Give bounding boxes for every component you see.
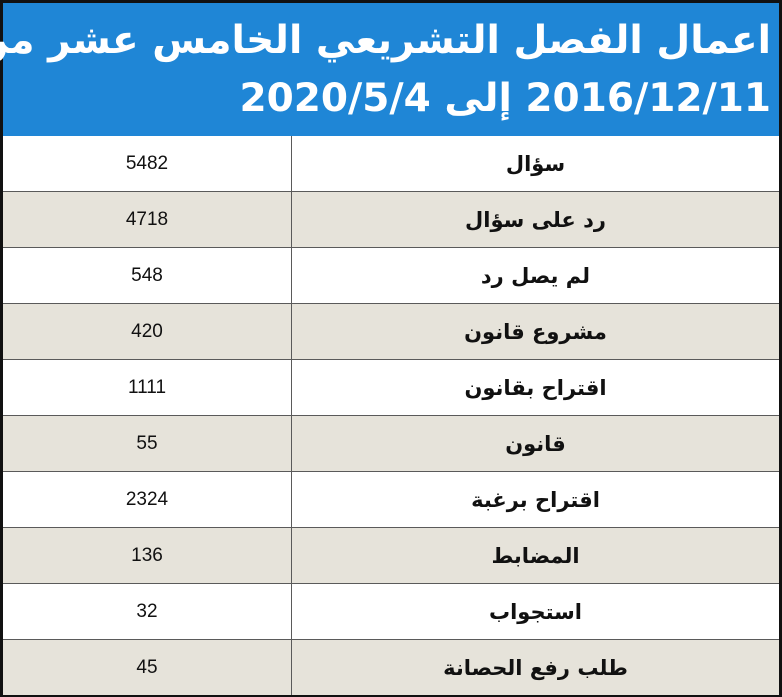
row-value: 4718: [3, 191, 292, 248]
row-label: اقتراح بقانون: [291, 359, 779, 416]
row-label: لم يصل رد: [291, 247, 779, 304]
statistics-table: 5482 سؤال 4718 رد على سؤال 548 لم يصل رد…: [3, 136, 779, 695]
table-row: 420 مشروع قانون: [3, 303, 779, 360]
row-value: 420: [3, 303, 292, 360]
title-banner: اعمال الفصل التشريعي الخامس عشر من 2016/…: [0, 3, 779, 136]
table-row: 32 استجواب: [3, 583, 779, 640]
row-label: رد على سؤال: [291, 191, 779, 248]
title-line-1: اعمال الفصل التشريعي الخامس عشر من: [0, 18, 771, 63]
table-row: 2324 اقتراح برغبة: [3, 471, 779, 528]
title-line-2: 2016/12/11 إلى 2020/5/4: [239, 76, 771, 121]
row-value: 5482: [125, 152, 169, 174]
row-value: 548: [3, 247, 292, 304]
table-row: 548 لم يصل رد: [3, 247, 779, 304]
row-value: 1111: [3, 359, 292, 416]
table-row: 136 المضابط: [3, 527, 779, 584]
row-label: مشروع قانون: [291, 303, 779, 360]
table-row: 55 قانون: [3, 415, 779, 472]
row-label: المضابط: [291, 527, 779, 584]
row-value: 32: [3, 583, 292, 640]
row-label: قانون: [291, 415, 779, 472]
row-value: 136: [3, 527, 292, 584]
table-row: 45 طلب رفع الحصانة: [3, 639, 779, 695]
row-label: طلب رفع الحصانة: [291, 639, 779, 695]
row-value: 45: [3, 639, 292, 695]
row-label: استجواب: [291, 583, 779, 640]
row-label: اقتراح برغبة: [291, 471, 779, 528]
row-label: سؤال: [291, 136, 779, 192]
table-row: 5482 سؤال: [3, 136, 779, 192]
table-row: 4718 رد على سؤال: [3, 191, 779, 248]
table-row: 1111 اقتراح بقانون: [3, 359, 779, 416]
row-value: 2324: [3, 471, 292, 528]
row-value: 55: [3, 415, 292, 472]
